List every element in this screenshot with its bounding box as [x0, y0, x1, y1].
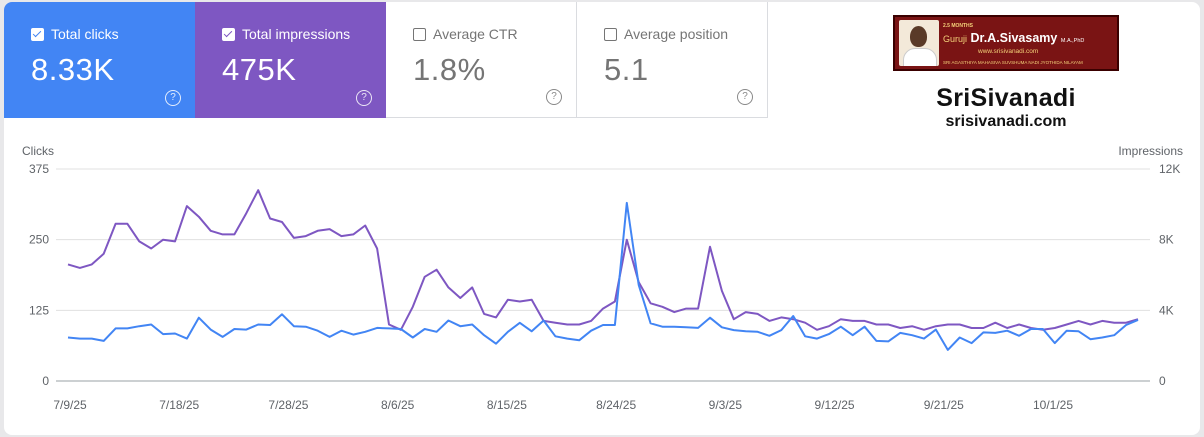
x-tick-label: 10/1/25: [1033, 398, 1073, 412]
metric-value: 8.33K: [31, 52, 115, 87]
brand-url: www.srisivanadi.com: [978, 48, 1039, 55]
x-tick-label: 9/21/25: [924, 398, 964, 412]
y-left-axis-title: Clicks: [22, 144, 54, 158]
series-line-clicks: [67, 201, 1139, 351]
x-tick-label: 9/3/25: [709, 398, 743, 412]
checkbox-checked-icon[interactable]: [31, 27, 44, 41]
brand-title: Guruji Dr.A.Sivasamy M.A.,PhD: [943, 31, 1085, 45]
x-tick-label: 7/9/25: [53, 398, 87, 412]
guruji-photo: [899, 20, 939, 66]
metric-label: Total clicks: [51, 26, 119, 42]
y-right-tick-label: 4K: [1159, 303, 1174, 317]
metric-total-impressions[interactable]: Total impressions 475K ?: [195, 2, 386, 118]
series-line-impressions: [67, 189, 1139, 331]
brand-tagline: SRI AGASTHIYA MAHASIVA SUVSHUMA NADI JYO…: [943, 60, 1083, 65]
help-icon[interactable]: ?: [356, 90, 372, 106]
help-icon[interactable]: ?: [546, 89, 562, 105]
performance-chart: Clicks Impressions 375 250 125 0 12K 8K 4K 0 7/9/2…: [22, 144, 1183, 412]
checkbox-unchecked-icon[interactable]: [604, 27, 617, 41]
performance-card: Total clicks 8.33K ? Total impressions 4…: [4, 2, 1200, 435]
y-left-tick-label: 375: [29, 162, 49, 176]
y-left-tick-label: 250: [29, 233, 49, 247]
x-tick-label: 8/24/25: [596, 398, 636, 412]
x-tick-label: 7/28/25: [268, 398, 308, 412]
help-icon[interactable]: ?: [165, 90, 181, 106]
x-tick-label: 7/18/25: [159, 398, 199, 412]
help-icon[interactable]: ?: [737, 89, 753, 105]
site-name: SriSivanadi: [936, 84, 1076, 112]
y-left-tick-label: 125: [29, 303, 49, 317]
y-right-tick-label: 12K: [1159, 162, 1180, 176]
y-right-tick-label: 0: [1159, 374, 1166, 388]
brand-banner-logo: 2.5 MONTHS Guruji Dr.A.Sivasamy M.A.,PhD…: [893, 15, 1119, 71]
checkbox-unchecked-icon[interactable]: [413, 27, 426, 41]
site-url: srisivanadi.com: [945, 113, 1067, 130]
metric-value: 475K: [222, 52, 297, 87]
brand-small-text: 2.5 MONTHS: [943, 23, 974, 29]
metric-total-clicks[interactable]: Total clicks 8.33K ?: [4, 2, 195, 118]
metric-value: 5.1: [604, 52, 649, 87]
y-right-tick-label: 8K: [1159, 233, 1174, 247]
x-tick-label: 9/12/25: [815, 398, 855, 412]
metric-label: Total impressions: [242, 26, 351, 42]
metric-label: Average CTR: [433, 26, 518, 42]
x-tick-label: 8/6/25: [381, 398, 415, 412]
metric-value: 1.8%: [413, 52, 486, 87]
checkbox-checked-icon[interactable]: [222, 27, 235, 41]
metric-label: Average position: [624, 26, 729, 42]
metric-average-ctr[interactable]: Average CTR 1.8% ?: [386, 2, 577, 118]
metric-average-position[interactable]: Average position 5.1 ?: [577, 2, 768, 118]
x-tick-label: 8/15/25: [487, 398, 527, 412]
y-left-tick-label: 0: [42, 374, 49, 388]
y-right-axis-title: Impressions: [1118, 144, 1183, 158]
